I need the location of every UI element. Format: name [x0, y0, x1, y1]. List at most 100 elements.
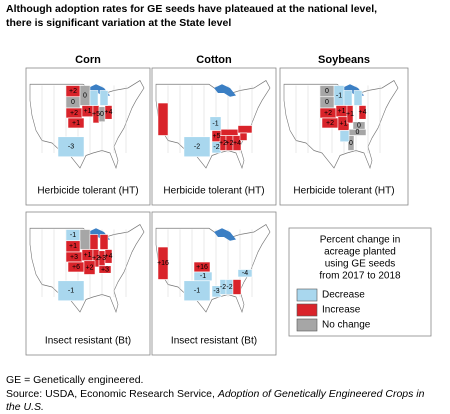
state	[347, 135, 355, 151]
state	[237, 125, 253, 134]
state-label: +3	[98, 255, 106, 262]
state-label: -3	[213, 288, 219, 295]
state	[339, 130, 350, 143]
state-label: +5	[92, 111, 100, 118]
state-label: +2	[70, 110, 78, 117]
state-label: -1	[200, 273, 206, 280]
source: Source: USDA, Economic Research Service,…	[6, 388, 426, 414]
column-header: Soybeans	[318, 54, 370, 66]
state-label: +1	[340, 120, 348, 127]
state-label: +1	[338, 108, 346, 115]
state-label: -1	[336, 92, 342, 99]
map	[155, 80, 271, 169]
state-label: +5	[213, 133, 221, 140]
panel-caption: Herbicide tolerant (HT)	[37, 186, 138, 197]
state-label: 0	[356, 129, 360, 136]
state	[193, 271, 213, 282]
state-label: +4	[105, 109, 113, 116]
state-label: 0	[71, 99, 75, 106]
legend-swatch	[296, 318, 318, 332]
state-label: -2	[220, 284, 226, 291]
state	[157, 102, 169, 136]
map	[29, 224, 145, 313]
state-label: 0	[83, 92, 87, 99]
title-line: Although adoption rates for GE seeds hav…	[6, 3, 377, 15]
state-label: +1	[84, 252, 92, 259]
map	[29, 80, 145, 169]
state	[232, 279, 242, 295]
state	[67, 117, 85, 129]
state	[57, 280, 85, 302]
state-label: -1	[68, 288, 74, 295]
state	[104, 249, 113, 264]
state-label: +2	[219, 140, 227, 147]
panel-caption: Insect resistant (Bt)	[171, 336, 257, 347]
legend-swatch	[296, 288, 318, 302]
state-label: +2	[69, 88, 77, 95]
source-title: Adoption of Genetically Engineered Crops…	[6, 388, 425, 413]
legend-title: Percent change in	[320, 235, 401, 246]
state-label: -1	[70, 232, 76, 239]
state-label: +4	[359, 109, 367, 116]
state-label: +1	[69, 243, 77, 250]
legend-title: acreage planted	[324, 247, 396, 258]
legend-swatch	[296, 303, 318, 317]
column-header: Cotton	[196, 54, 232, 66]
state	[343, 90, 353, 106]
source-prefix: Source: USDA, Economic Research Service,	[6, 388, 218, 400]
state-label: +2	[326, 120, 334, 127]
legend-label: No change	[322, 320, 371, 331]
state-label: -2	[194, 144, 200, 151]
legend-frame	[288, 227, 432, 337]
state	[99, 90, 109, 106]
state	[346, 105, 354, 124]
legend-label: Increase	[322, 305, 361, 316]
state-label: +1	[84, 108, 92, 115]
panel-caption: Herbicide tolerant (HT)	[293, 186, 394, 197]
state-label: +4	[233, 140, 241, 147]
state	[83, 260, 96, 275]
state-label: 0	[100, 111, 104, 118]
state-label: +3	[70, 254, 78, 261]
state-label: 0	[325, 88, 329, 95]
state	[89, 90, 99, 106]
state-label: +6	[72, 264, 80, 271]
state	[237, 269, 253, 278]
state	[353, 90, 363, 106]
state	[98, 265, 112, 274]
state-label: +16	[157, 260, 169, 267]
state-label: +2	[324, 110, 332, 117]
state-label: +2	[226, 140, 234, 147]
state-label: -1	[212, 120, 218, 127]
state	[358, 105, 367, 120]
great-lakes	[214, 228, 236, 241]
state	[89, 234, 99, 250]
state-label: 0	[325, 99, 329, 106]
state	[79, 229, 91, 250]
state-label: +1	[346, 111, 354, 118]
title-line: there is significant variation at the St…	[6, 17, 231, 29]
state	[104, 105, 113, 120]
state-label: +2	[92, 255, 100, 262]
state	[239, 132, 248, 141]
state-label: +2	[86, 264, 94, 271]
state	[99, 234, 109, 250]
state	[183, 136, 211, 158]
panel-caption: Herbicide tolerant (HT)	[163, 186, 264, 197]
legend-title: from 2017 to 2018	[319, 271, 401, 282]
state-label: +4	[105, 253, 113, 260]
map	[155, 224, 271, 313]
column-header: Corn	[75, 54, 101, 66]
state-label: +16	[196, 264, 208, 271]
state	[57, 136, 85, 158]
state-label: +1	[72, 120, 80, 127]
footnote: GE = Genetically engineered.	[6, 374, 143, 386]
legend-label: Decrease	[322, 290, 365, 301]
state-label: -2	[213, 144, 219, 151]
state-label: -3	[68, 144, 74, 151]
panel-caption: Insect resistant (Bt)	[45, 336, 131, 347]
state-label: +3	[101, 266, 109, 273]
map	[283, 80, 399, 169]
